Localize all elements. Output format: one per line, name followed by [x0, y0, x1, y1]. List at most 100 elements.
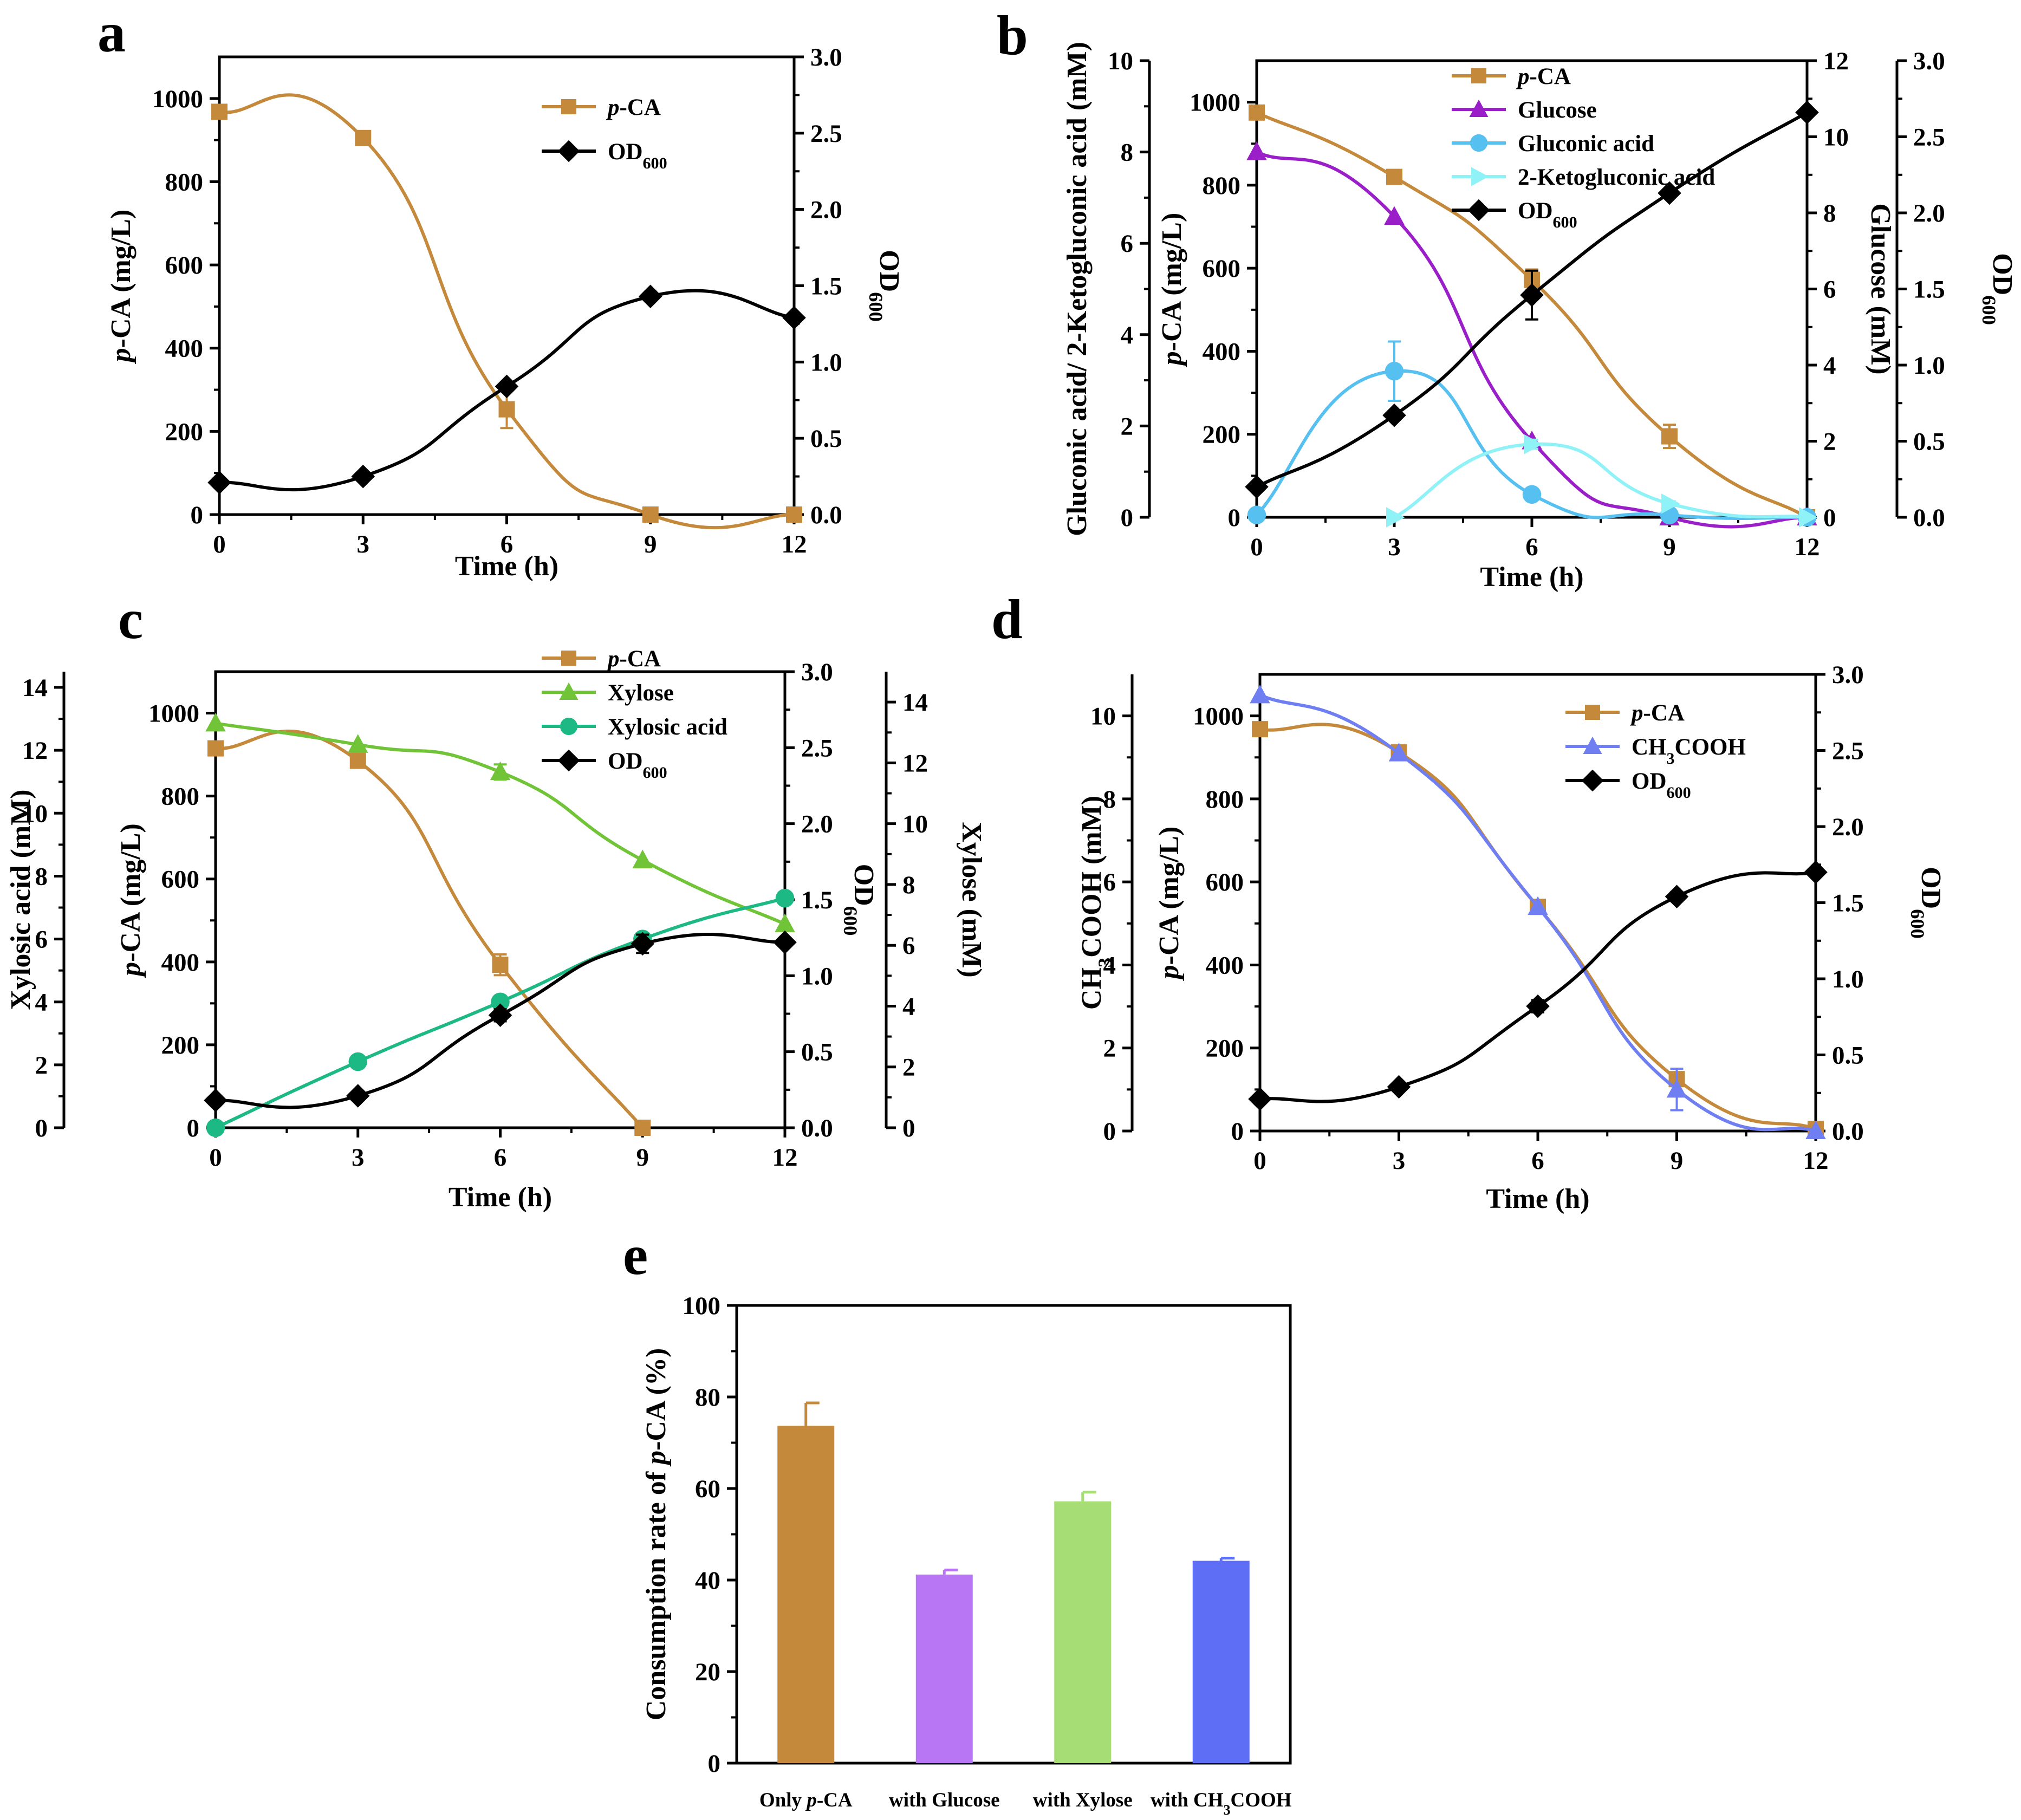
data-point: [1520, 283, 1544, 307]
left-tick-label: 1000: [1193, 703, 1244, 731]
left-axis-title: p-CA (mg/L): [115, 823, 146, 978]
x-axis-title: Time (h): [1480, 562, 1583, 593]
data-point: [211, 103, 228, 120]
series-ch3cooh: [1250, 684, 1826, 1139]
left-tick-label: 600: [165, 251, 204, 280]
x-tick-label: 9: [1671, 1147, 1684, 1175]
legend-label: CH3COOH: [1632, 734, 1746, 768]
right1-tick-label: 2.0: [1832, 813, 1864, 841]
data-point: [1665, 885, 1689, 909]
right2-tick-label: 3.0: [1913, 47, 1945, 75]
right2-axis-title: Xylose (mM): [956, 822, 987, 977]
legend-label-part: -CA: [1530, 64, 1571, 89]
left-tick-label: 600: [161, 866, 200, 894]
right1-axis-title: Glucose (mM): [1865, 203, 1896, 374]
legend-label: p-CA: [1516, 64, 1571, 89]
far-left-axis-title: CH3COOH (mM): [1076, 796, 1116, 1010]
legend-marker: [1470, 134, 1488, 152]
legend-label-part: OD: [1518, 198, 1553, 224]
legend-label-part: 600: [1667, 783, 1691, 802]
data-point: [1382, 403, 1406, 427]
bar-group: with CH3COOH: [1151, 1556, 1292, 1818]
x-tick-label-part: p: [805, 1789, 817, 1811]
series-od600: [207, 284, 806, 495]
legend-marker: [560, 717, 578, 736]
legend-label: OD600: [1518, 198, 1577, 231]
x-tick-label: 6: [1531, 1147, 1544, 1175]
legend-marker: [1581, 769, 1604, 792]
series-od600: [204, 930, 797, 1113]
x-tick-label: 3: [1388, 533, 1401, 561]
legend-label-part: COOH: [1675, 734, 1746, 760]
x-tick-label: 3: [1393, 1147, 1406, 1175]
x-tick-label: 6: [1525, 533, 1538, 561]
data-point: [1522, 485, 1542, 504]
data-point: [773, 930, 797, 954]
right1-axis-title-part: 600: [1907, 909, 1928, 939]
legend-label-part: 600: [643, 154, 667, 172]
far-left-tick-label: 2: [35, 1051, 48, 1080]
legend-label-part: OD: [1632, 769, 1667, 794]
left-tick-label: 800: [161, 783, 200, 811]
data-point: [346, 1084, 370, 1108]
far-left-tick-label: 10: [1090, 703, 1116, 731]
bar-group: with Glucose: [889, 1568, 1000, 1811]
x-tick-label: Only p-CA: [759, 1789, 853, 1811]
data-point: [498, 401, 515, 418]
far-left-axis-title-part: CH: [1076, 967, 1107, 1010]
series-p-ca: [1252, 721, 1824, 1138]
right2-tick-label: 2.0: [1913, 199, 1945, 227]
data-point: [488, 1003, 512, 1028]
series-od600: [1248, 860, 1828, 1111]
right1-tick-label: 1.5: [801, 886, 833, 914]
legend-label: p-CA: [606, 95, 661, 120]
far-left-tick-label: 2: [1103, 1035, 1116, 1063]
x-tick-label: with Xylose: [1033, 1789, 1133, 1811]
series-xylose: [205, 712, 795, 932]
panel-label-c: c: [118, 588, 143, 651]
x-tick-label-part: Only: [759, 1789, 807, 1811]
data-point: [1804, 860, 1828, 885]
legend-label-part: 3: [1667, 749, 1675, 768]
right1-tick-label: 2.5: [1832, 737, 1864, 765]
plot-frame: [218, 55, 796, 516]
data-point: [351, 464, 375, 489]
left-axis-title-part: -CA (mg/L): [106, 210, 137, 348]
legend-label-part: OD: [608, 139, 643, 165]
legend-marker: [557, 140, 580, 162]
data-point: [207, 740, 224, 757]
series-line: [1255, 369, 1808, 521]
far-left-tick-label: 6: [35, 926, 48, 954]
data-point: [634, 1120, 651, 1136]
data-point: [1387, 1075, 1411, 1099]
right1-tick-label: 0.5: [810, 425, 842, 453]
far-left-tick-label: 0: [1103, 1117, 1116, 1146]
plot-frame: [214, 670, 787, 1129]
far-left-tick-label: 4: [35, 989, 48, 1017]
data-point: [1247, 505, 1266, 525]
right1-tick-label: 3.0: [801, 658, 833, 686]
far-left-tick-label: 4: [1103, 951, 1116, 979]
x-tick-label-part: -CA: [817, 1789, 853, 1811]
data-point: [207, 471, 231, 495]
right2-tick-label: 8: [902, 871, 915, 899]
x-axis-title: Time (h): [1486, 1184, 1589, 1214]
x-tick-label: 3: [352, 1143, 365, 1172]
right1-tick-label: 2.5: [801, 734, 833, 762]
left-tick-label: 400: [165, 335, 204, 363]
right1-tick-label: 2.0: [801, 810, 833, 838]
data-point: [1795, 100, 1819, 125]
left-tick-label: 1000: [148, 700, 199, 728]
x-tick-label: 6: [501, 530, 514, 558]
far-left-tick-label: 10: [22, 800, 48, 828]
right2-tick-label: 6: [902, 932, 915, 960]
right1-tick-label: 10: [1823, 123, 1849, 152]
legend-label: OD600: [1632, 769, 1691, 802]
right1-tick-label: 0.5: [1832, 1042, 1864, 1070]
right2-axis-title: OD600: [1978, 253, 2018, 325]
data-point: [642, 506, 659, 523]
data-point: [1250, 684, 1270, 704]
